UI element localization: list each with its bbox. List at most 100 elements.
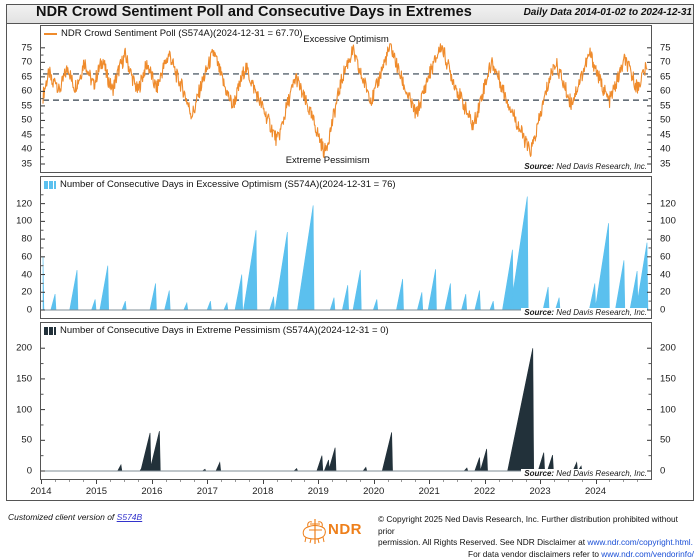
legend-label-sentiment: NDR Crowd Sentiment Poll (S574A)(2024-12… — [61, 28, 303, 39]
y-tick-label: 200 — [16, 342, 32, 354]
y-tick-label: 50 — [660, 114, 671, 126]
ndr-bull-logo-icon — [302, 519, 326, 544]
y-tick-label: 60 — [21, 85, 32, 97]
y-tick-label: 60 — [21, 251, 32, 263]
y-tick-label: 20 — [21, 286, 32, 298]
x-tick-label: 2018 — [252, 486, 274, 497]
y-tick-label: 65 — [21, 71, 32, 83]
x-minor-tick — [68, 480, 70, 482]
x-tick — [96, 480, 98, 484]
optimism-days-plot — [41, 194, 651, 311]
vendorinfo-link[interactable]: www.ndr.com/vendorinfo/ — [601, 548, 694, 559]
copyright-line-2: permission. All Rights Reserved. See NDR… — [378, 537, 588, 547]
x-minor-tick — [512, 480, 514, 482]
y-tick-label: 0 — [660, 304, 666, 316]
y-tick-label: 60 — [660, 251, 671, 263]
y-tick-label: 35 — [660, 158, 671, 170]
annotation-excessive-optimism: Excessive Optimism — [303, 34, 389, 45]
x-minor-tick — [609, 480, 611, 482]
y-tick-label: 45 — [21, 129, 32, 141]
legend-bar-swatch-dark-icon — [44, 326, 56, 335]
x-minor-tick — [290, 480, 292, 482]
x-minor-tick — [359, 480, 361, 482]
legend-sentiment-poll: NDR Crowd Sentiment Poll (S574A)(2024-12… — [44, 28, 303, 39]
y-tick-label: 70 — [660, 56, 671, 68]
y-tick-label: 120 — [660, 198, 676, 210]
y-tick-label: 100 — [16, 404, 32, 416]
x-minor-tick — [54, 480, 56, 482]
y-tick-label: 75 — [660, 42, 671, 54]
legend-bar-swatch-icon — [44, 180, 56, 189]
x-tick — [207, 480, 209, 484]
y-tick-label: 200 — [660, 342, 676, 354]
y-tick-label: 40 — [21, 269, 32, 281]
source-note-panel2: Source: Ned Davis Research, Inc. — [521, 308, 647, 317]
y-tick-label: 65 — [660, 71, 671, 83]
x-tick-label: 2016 — [141, 486, 163, 497]
y-tick-label: 150 — [16, 373, 32, 385]
x-axis: 2014 2015 2016 2017 2018 2019 2020 2021 2022 2023… — [30, 480, 652, 504]
footer-version-link[interactable]: S574B — [116, 512, 143, 522]
y-tick-label: 50 — [21, 434, 32, 446]
panel3-y-axis-right: 0 50 100 150 200 — [655, 323, 691, 479]
x-tick — [373, 480, 375, 484]
source-note-panel1: Source: Ned Davis Research, Inc. — [521, 162, 647, 171]
x-minor-tick — [346, 480, 347, 482]
source-note-panel3: Source: Ned Davis Research, Inc. — [521, 469, 647, 478]
y-tick-label: 0 — [26, 304, 32, 316]
x-minor-tick — [332, 480, 334, 482]
x-minor-tick — [581, 480, 583, 482]
x-minor-tick — [276, 480, 278, 482]
x-tick — [262, 480, 264, 484]
x-tick — [484, 480, 486, 484]
legend-line-swatch-icon — [44, 32, 57, 35]
y-tick-label: 100 — [16, 215, 32, 227]
panel2-y-axis-left: 0 20 40 60 80 100 120 — [1, 177, 37, 318]
x-tick — [540, 480, 542, 484]
x-minor-tick — [387, 480, 389, 482]
y-tick-label: 40 — [660, 269, 671, 281]
y-tick-label: 80 — [21, 233, 32, 245]
x-minor-tick — [235, 480, 237, 482]
y-tick-label: 150 — [660, 373, 676, 385]
x-tick-label: 2014 — [30, 486, 52, 497]
y-tick-label: 75 — [21, 42, 32, 54]
x-minor-tick — [110, 480, 112, 482]
x-minor-tick — [623, 480, 625, 482]
y-tick-label: 20 — [660, 286, 671, 298]
y-tick-label: 100 — [660, 404, 676, 416]
x-tick-label: 2015 — [85, 486, 108, 497]
x-tick-label: 2019 — [307, 486, 329, 497]
panel1-y-axis-right: 35 40 45 50 55 60 65 70 75 — [655, 26, 691, 172]
x-minor-tick — [553, 480, 555, 482]
source-value-2: Ned Davis Research, Inc. — [556, 308, 647, 317]
y-tick-label: 35 — [21, 158, 32, 170]
chart-titlebar — [7, 5, 693, 24]
panel1-y-axis-left: 35 40 45 50 55 60 65 70 75 — [1, 26, 37, 172]
x-minor-tick — [498, 480, 500, 482]
source-value: Ned Davis Research, Inc. — [556, 162, 647, 171]
y-tick-label: 55 — [660, 100, 671, 112]
y-tick-label: 60 — [660, 85, 671, 97]
legend-consecutive-optimism: Number of Consecutive Days in Excessive … — [44, 179, 396, 190]
copyright-link[interactable]: www.ndr.com/copyright.html. — [587, 537, 693, 547]
panel2-y-axis-right: 0 20 40 60 80 100 120 — [655, 177, 691, 318]
y-tick-label: 0 — [660, 465, 666, 477]
x-tick-label: 2020 — [363, 486, 385, 497]
legend-label-pessimism: Number of Consecutive Days in Extreme Pe… — [60, 325, 389, 336]
y-tick-label: 50 — [21, 114, 32, 126]
legend-consecutive-pessimism: Number of Consecutive Days in Extreme Pe… — [44, 325, 389, 336]
x-minor-tick — [456, 480, 458, 482]
annotation-extreme-pessimism: Extreme Pessimism — [285, 155, 370, 166]
x-tick — [595, 480, 597, 484]
footer-customized-text: Customized client version of — [8, 512, 117, 522]
y-tick-label: 45 — [660, 129, 671, 141]
y-tick-label: 40 — [660, 143, 671, 155]
x-minor-tick — [401, 480, 403, 482]
x-minor-tick — [567, 480, 569, 482]
source-label: Source: — [524, 162, 555, 171]
x-minor-tick — [470, 480, 472, 482]
x-minor-tick — [165, 480, 167, 482]
y-tick-label: 70 — [21, 56, 32, 68]
x-tick-label: 2023 — [529, 486, 551, 497]
